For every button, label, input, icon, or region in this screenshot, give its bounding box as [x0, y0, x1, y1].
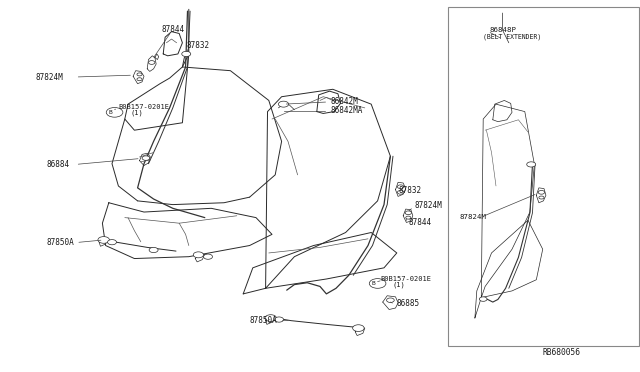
Circle shape: [204, 254, 212, 259]
Text: 87824M: 87824M: [36, 73, 63, 81]
Text: 86884: 86884: [46, 160, 69, 169]
Circle shape: [149, 247, 158, 253]
Text: B0B157-0201E: B0B157-0201E: [381, 276, 432, 282]
Text: 87850A: 87850A: [250, 316, 277, 325]
Text: 87832: 87832: [187, 41, 210, 50]
Circle shape: [405, 211, 412, 215]
Circle shape: [397, 185, 404, 189]
Text: (1): (1): [131, 110, 143, 116]
Circle shape: [108, 240, 116, 245]
Text: 87832: 87832: [398, 186, 421, 195]
Circle shape: [193, 252, 204, 258]
Circle shape: [137, 73, 142, 76]
Circle shape: [137, 78, 142, 81]
Circle shape: [406, 216, 411, 219]
Circle shape: [479, 297, 487, 301]
Circle shape: [527, 162, 536, 167]
Text: 86842M: 86842M: [330, 97, 358, 106]
Text: B: B: [371, 281, 375, 286]
Text: 86848P: 86848P: [490, 27, 516, 33]
Text: 86885: 86885: [397, 299, 420, 308]
Text: 86842MA: 86842MA: [330, 106, 363, 115]
Text: (1): (1): [393, 282, 406, 288]
Circle shape: [275, 317, 284, 322]
Circle shape: [98, 237, 109, 243]
Bar: [448, 7, 639, 346]
Text: (BELT EXTENDER): (BELT EXTENDER): [483, 33, 541, 40]
Circle shape: [369, 279, 386, 288]
Text: 87824M: 87824M: [460, 214, 486, 219]
Circle shape: [106, 108, 123, 117]
Circle shape: [353, 325, 364, 331]
Circle shape: [142, 156, 150, 160]
Circle shape: [182, 51, 191, 57]
Text: RB680056: RB680056: [543, 348, 580, 357]
Circle shape: [539, 196, 544, 199]
Text: B: B: [108, 110, 112, 115]
Text: 87844: 87844: [161, 25, 184, 34]
Circle shape: [538, 190, 545, 194]
Text: B0B157-0201E: B0B157-0201E: [118, 104, 170, 110]
Circle shape: [148, 61, 155, 64]
Text: 87850A: 87850A: [46, 238, 74, 247]
Text: 87824M: 87824M: [415, 201, 442, 210]
Circle shape: [387, 298, 394, 302]
Circle shape: [397, 190, 404, 194]
Circle shape: [265, 315, 276, 321]
Text: 87844: 87844: [408, 218, 431, 227]
Circle shape: [278, 101, 289, 107]
